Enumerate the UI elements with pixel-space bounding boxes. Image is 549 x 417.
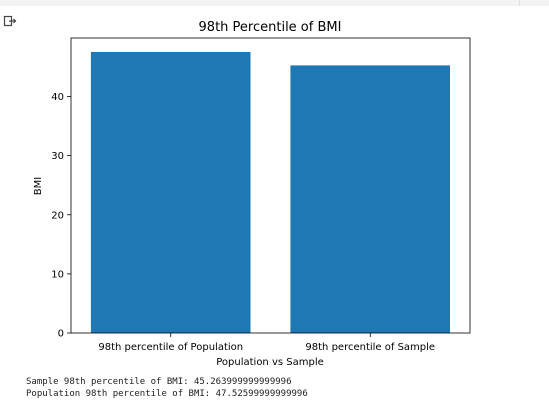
plot-area: 98th percentile of Population 98th percen… xyxy=(51,37,471,353)
chart-title: 98th Percentile of BMI xyxy=(199,20,342,35)
cell-top-divider xyxy=(519,0,520,6)
stdout-text: Sample 98th percentile of BMI: 45.263999… xyxy=(26,376,308,400)
cell-top-bar xyxy=(0,0,549,6)
y-tick-label: 10 xyxy=(51,269,64,280)
stdout-line: Sample 98th percentile of BMI: 45.263999… xyxy=(26,377,292,387)
bar xyxy=(90,52,251,333)
plot-frame xyxy=(70,37,471,334)
y-tick-label: 20 xyxy=(51,210,64,221)
bar-chart: 98th Percentile of BMI 98th percentile o… xyxy=(33,20,471,368)
y-axis-label: BMI xyxy=(33,177,44,195)
y-tick-label: 30 xyxy=(51,151,64,162)
x-axis-label: Population vs Sample xyxy=(216,357,324,368)
x-tick-label: 98th percentile of Sample xyxy=(305,342,435,353)
bar xyxy=(290,65,450,334)
stdout-line: Population 98th percentile of BMI: 47.52… xyxy=(26,389,308,399)
x-tick-label: 98th percentile of Population xyxy=(98,342,243,353)
output-arrow-icon[interactable] xyxy=(3,13,17,27)
y-tick-label: 40 xyxy=(51,92,64,103)
y-tick-label: 0 xyxy=(58,329,64,340)
